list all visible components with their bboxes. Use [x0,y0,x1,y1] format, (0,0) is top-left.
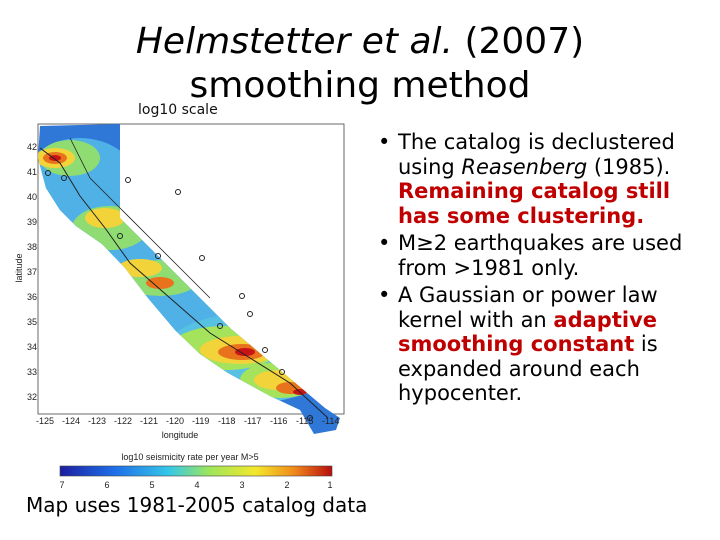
seismicity-map-figure: 42 41 40 39 38 37 36 35 34 33 32 latitud… [10,118,360,510]
x-tick: -124 [62,416,80,426]
bullet-kernel: • A Gaussian or power law kernel with an… [368,283,713,406]
colorbar-tick: 5 [149,480,154,490]
x-tick: -123 [88,416,106,426]
bullet-text: A Gaussian or power law kernel with an [398,283,658,332]
y-tick: 36 [27,292,37,302]
bullet-emphasis: Remaining catalog still has some cluster… [398,179,671,228]
x-tick: -119 [192,416,209,426]
bullet-text: is expanded around each hypocenter. [398,332,658,405]
y-tick: 38 [27,242,37,252]
x-tick-labels: -125 -124 -123 -122 -121 -120 -119 -118 … [36,416,339,426]
title-italic: Helmstetter et al. [135,21,453,62]
colorbar-tick: 4 [194,480,199,490]
x-tick: -118 [218,416,235,426]
bullet-italic: Reasenberg [461,154,588,179]
y-tick: 35 [27,317,37,327]
scale-label: log10 scale [138,102,218,118]
title-rest: (2007) smoothing method [189,21,585,106]
fault-line [39,147,329,419]
bullet-text: The catalog is declustered using [398,130,675,179]
x-tick: -122 [114,416,132,426]
border-line [69,137,211,299]
y-tick: 32 [27,392,37,402]
y-tick-labels: 42 41 40 39 38 37 36 35 34 33 32 [27,142,37,402]
y-tick: 39 [27,217,37,227]
y-axis-label: latitude [14,253,24,282]
slide-title: Helmstetter et al. (2007) smoothing meth… [40,20,680,108]
x-tick: -117 [244,416,261,426]
bullet-dot: • [378,283,391,307]
x-tick: -121 [140,416,158,426]
bullet-text: (1985). [587,154,671,179]
x-axis-label: longitude [162,430,199,440]
seismicity-map: 42 41 40 39 38 37 36 35 34 33 32 latitud… [14,123,345,490]
y-tick: 40 [27,192,37,202]
x-tick: -115 [296,416,313,426]
bullet-emphasis: adaptive smoothing constant [398,307,657,357]
colorbar-label: log10 seismicity rate per year M>5 [121,452,258,462]
x-tick: -125 [36,416,54,426]
x-tick: -116 [270,416,287,426]
y-tick: 37 [27,267,37,277]
colorbar-tick: 3 [239,480,244,490]
colorbar [59,465,333,477]
colorbar-tick: 6 [104,480,109,490]
colorbar-tick: 1 [327,480,332,490]
map-caption: Map uses 1981-2005 catalog data [26,493,368,517]
y-tick: 33 [27,367,37,377]
colorbar-tick: 2 [284,480,289,490]
x-tick: -114 [322,416,339,426]
y-tick: 41 [27,167,37,177]
bullet-dot: • [378,231,391,255]
bullet-list: • The catalog is declustered using Rease… [368,130,713,409]
bullet-dot: • [378,130,391,154]
colorbar-ticks: 7 6 5 4 3 2 1 [59,480,332,490]
bullet-magnitude: • M≥2 earthquakes are used from >1981 on… [368,231,713,280]
bullet-text: M≥2 earthquakes are used from >1981 only… [398,231,683,280]
y-tick: 42 [27,142,37,152]
bullet-declustering: • The catalog is declustered using Rease… [368,130,713,228]
colorbar-tick: 7 [59,480,64,490]
epicenter-markers [45,170,313,421]
x-tick: -120 [166,416,184,426]
y-tick: 34 [27,342,37,352]
